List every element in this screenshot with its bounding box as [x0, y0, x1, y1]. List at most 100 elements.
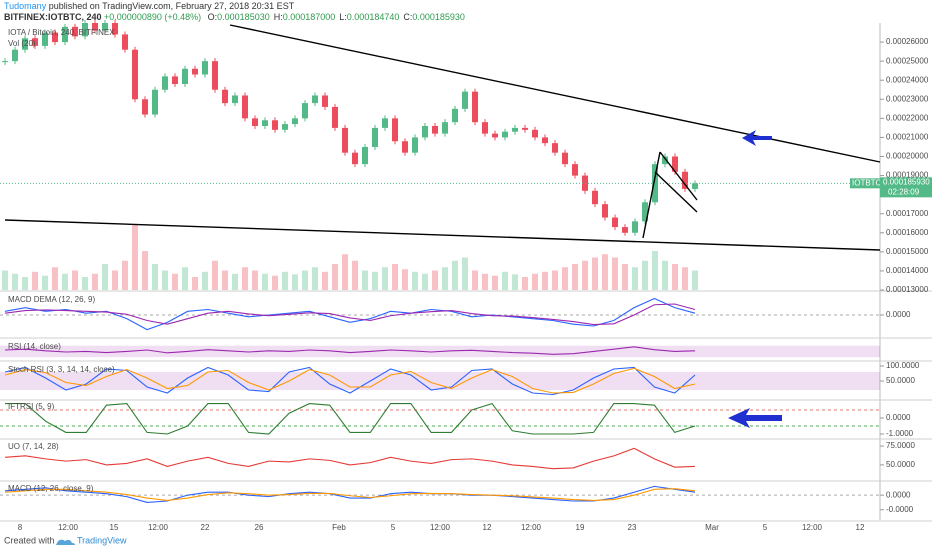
- ohlc-value: 0.000184740: [346, 12, 400, 22]
- volume-bar: [552, 270, 558, 290]
- volume-bar: [92, 273, 98, 290]
- x-tick-label: 26: [255, 523, 264, 532]
- candle: [122, 34, 128, 50]
- x-tick-label: 12:00: [58, 523, 79, 532]
- volume-bar: [422, 273, 428, 290]
- candle: [562, 152, 568, 165]
- candle: [322, 95, 328, 107]
- volume-bar: [202, 271, 208, 290]
- indicator-line: [4, 303, 696, 326]
- volume-bar: [2, 270, 8, 290]
- candle: [212, 61, 218, 90]
- volume-bar: [302, 270, 308, 290]
- flag-pole: [642, 151, 661, 239]
- candle: [192, 68, 198, 75]
- x-tick-label: 12:00: [430, 523, 451, 532]
- ohlc-key: L:: [339, 12, 347, 22]
- volume-bar: [502, 271, 508, 290]
- author[interactable]: Tudomany: [4, 1, 47, 11]
- band: [0, 372, 880, 390]
- candle: [2, 61, 8, 63]
- y-tick-label: 0.00013000: [886, 285, 929, 294]
- indicator-line: [4, 366, 696, 396]
- y-tick-label: 0.00024000: [886, 75, 929, 84]
- volume-bar: [412, 271, 418, 290]
- candle: [62, 26, 68, 43]
- candle: [432, 125, 438, 134]
- volume-bar: [342, 254, 348, 290]
- candle: [622, 227, 628, 233]
- y-tick-label: 75.0000: [886, 441, 915, 450]
- volume-bar: [152, 264, 158, 290]
- volume-bar: [32, 271, 38, 290]
- candle: [12, 49, 18, 62]
- symbol-tag-bg: [850, 178, 880, 189]
- volume-bar: [142, 251, 148, 290]
- ohlc: O:0.000185030 H:0.000187000 L:0.000184740 C…: [204, 12, 465, 22]
- candle: [492, 133, 498, 138]
- candle: [102, 23, 108, 31]
- candle: [532, 129, 538, 138]
- symbol-tag: IOTBTC: [852, 178, 882, 187]
- y-tick-label: 50.0000: [886, 376, 915, 385]
- candle: [422, 125, 428, 138]
- candle: [142, 99, 148, 115]
- y-tick-label: 0.0000: [886, 490, 911, 499]
- candle: [372, 127, 378, 147]
- ohlc-value: 0.000185930: [412, 12, 465, 22]
- volume-bar: [12, 273, 18, 290]
- candle: [632, 221, 638, 233]
- volume-bar: [592, 257, 598, 290]
- candle: [592, 190, 598, 205]
- candle: [172, 76, 178, 85]
- candle: [472, 91, 478, 123]
- candle: [242, 95, 248, 119]
- ohlc-value: 0.000187000: [282, 12, 336, 22]
- indicator-line: [4, 447, 696, 470]
- candle: [652, 164, 658, 203]
- indicator-title: Stoch RSI (3, 3, 14, 14, close): [8, 365, 115, 374]
- candle: [32, 38, 38, 46]
- y-tick-label: 0.00021000: [886, 133, 929, 142]
- volume-bar: [452, 260, 458, 290]
- candle: [302, 103, 308, 119]
- volume-bar: [102, 264, 108, 290]
- candle: [182, 68, 188, 85]
- candle: [202, 61, 208, 75]
- volume-bar: [172, 273, 178, 290]
- volume-bar: [162, 270, 168, 290]
- x-tick-label: 12:00: [521, 523, 542, 532]
- header-line: Tudomany published on TradingView.com, F…: [4, 1, 294, 11]
- y-tick-label: -0.0000: [886, 505, 914, 514]
- y-tick-label: 0.00016000: [886, 228, 929, 237]
- volume-bar: [182, 267, 188, 290]
- volume-bar: [532, 273, 538, 290]
- volume-bar: [692, 270, 698, 290]
- volume-bar: [522, 277, 528, 290]
- x-tick-label: 8: [18, 523, 23, 532]
- candle: [262, 120, 268, 126]
- indicator-line: [4, 488, 696, 501]
- y-tick-label: 0.00022000: [886, 113, 929, 122]
- ohlc-key: H:: [273, 12, 283, 22]
- candle: [82, 23, 88, 37]
- x-tick-label: 12:00: [148, 523, 169, 532]
- volume-bar: [82, 277, 88, 290]
- indicator-line: [4, 485, 696, 504]
- x-tick-label: 19: [576, 523, 585, 532]
- candle: [342, 127, 348, 153]
- indicator-line: [5, 402, 696, 435]
- candle: [672, 156, 678, 172]
- candle: [502, 131, 508, 138]
- candle: [542, 137, 548, 144]
- indicator-title: MACD DEMA (12, 26, 9): [8, 295, 95, 304]
- x-tick-label: 15: [110, 523, 119, 532]
- volume-bar: [192, 277, 198, 290]
- volume-bar: [572, 264, 578, 290]
- candle: [282, 124, 288, 130]
- volume-bar: [72, 270, 78, 290]
- candle: [682, 171, 688, 189]
- volume-bar: [612, 257, 618, 290]
- volume-bar: [112, 270, 118, 290]
